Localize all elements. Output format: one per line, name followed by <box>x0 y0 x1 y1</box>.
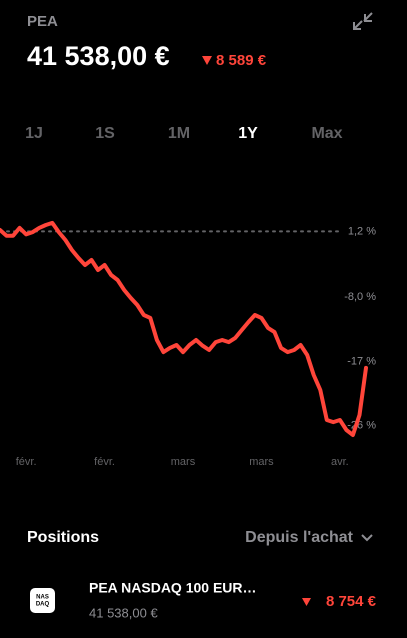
price-line <box>0 220 368 437</box>
y-tick-label: 1,2 % <box>348 225 376 237</box>
down-arrow <box>302 598 311 606</box>
x-tick-label: févr. <box>16 456 37 468</box>
position-icon <box>30 588 55 613</box>
x-tick-label: mars <box>171 456 196 468</box>
y-tick-label: -26 % <box>347 420 376 432</box>
positions-title: Positions <box>27 529 99 546</box>
collapse-icon[interactable] <box>353 12 373 30</box>
position-value: 41 538,00 € <box>89 605 158 620</box>
period-tab[interactable]: 1Y <box>238 125 258 142</box>
balance: 41 538,00 € <box>27 41 170 71</box>
y-tick-label: -8,0 % <box>344 291 376 303</box>
account-name: PEA <box>27 13 58 30</box>
x-tick-label: mars <box>249 456 274 468</box>
period-tab[interactable]: 1M <box>168 125 190 142</box>
down-arrow <box>202 56 212 65</box>
sort-chevron[interactable] <box>361 534 373 542</box>
position-change: 8 754 € <box>326 593 377 610</box>
position-icon-label: NAS DAQ <box>36 594 50 607</box>
period-tab[interactable]: 1S <box>95 125 115 142</box>
balance-change: 8 589 € <box>216 52 267 69</box>
sort-selector[interactable]: Depuis l'achat <box>245 529 354 546</box>
x-tick-label: avr. <box>331 456 349 468</box>
position-name[interactable]: PEA NASDAQ 100 EUR… <box>89 580 257 596</box>
period-tab[interactable]: Max <box>311 125 342 142</box>
y-tick-label: -17 % <box>347 355 376 367</box>
period-tab[interactable]: 1J <box>25 125 43 142</box>
x-tick-label: févr. <box>94 456 115 468</box>
